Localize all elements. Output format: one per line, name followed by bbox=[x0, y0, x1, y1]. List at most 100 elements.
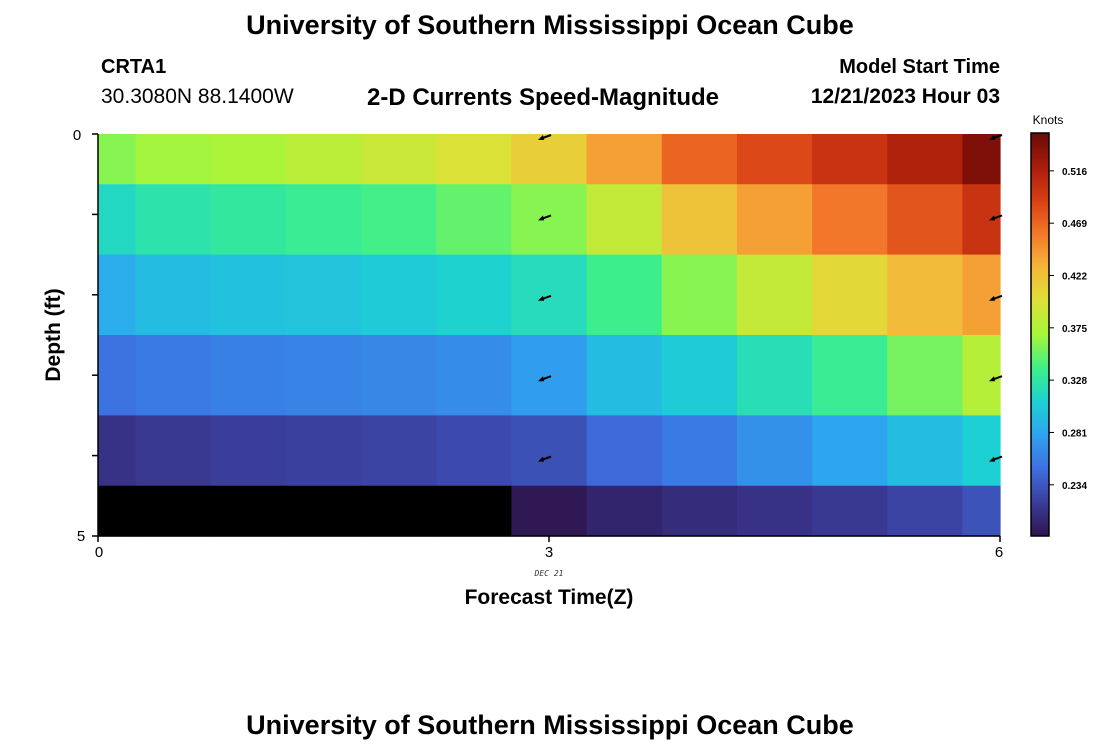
heatmap-cell bbox=[887, 184, 964, 256]
heatmap-cell bbox=[436, 184, 513, 256]
heatmap-cell bbox=[436, 134, 513, 185]
current-vector bbox=[538, 134, 552, 140]
heatmap-cell bbox=[285, 184, 362, 256]
heatmap-cell bbox=[98, 134, 137, 185]
colorbar-tick-label: 0.234 bbox=[1062, 481, 1087, 492]
heatmap-cell bbox=[586, 254, 663, 336]
heatmap-cell bbox=[887, 335, 964, 416]
heatmap-cell bbox=[661, 254, 738, 336]
heatmap-cell bbox=[210, 134, 287, 185]
heatmap-cell bbox=[285, 134, 362, 185]
heatmap-cell bbox=[962, 134, 1001, 185]
heatmap-cell bbox=[511, 134, 588, 185]
heatmap-cell bbox=[98, 335, 137, 416]
heatmap-cell bbox=[285, 485, 362, 537]
heatmap-cell bbox=[436, 254, 513, 336]
heatmap-cell bbox=[812, 134, 888, 185]
current-vector bbox=[538, 214, 552, 221]
heatmap-cell bbox=[361, 335, 437, 416]
main-title: University of Southern Mississippi Ocean… bbox=[246, 10, 854, 40]
model-start-label: Model Start Time bbox=[839, 56, 1000, 78]
current-vector bbox=[989, 294, 1003, 301]
chart-subtitle: 2-D Currents Speed-Magnitude bbox=[367, 84, 720, 111]
current-vector bbox=[989, 134, 1003, 140]
heatmap-cell bbox=[962, 415, 1001, 487]
heatmap-cell bbox=[285, 415, 362, 487]
date-annotation: DEC 21 bbox=[534, 569, 564, 578]
heatmap-cell bbox=[210, 485, 287, 537]
y-axis-label: Depth (ft) bbox=[42, 288, 65, 381]
heatmap-cell bbox=[962, 485, 1001, 537]
heatmap-cell bbox=[736, 134, 813, 185]
heatmap-cell bbox=[511, 415, 588, 487]
heatmap-cell bbox=[736, 254, 813, 336]
heatmap-cell bbox=[98, 184, 137, 256]
heatmap-cell bbox=[586, 134, 663, 185]
heatmap-cell bbox=[887, 254, 964, 336]
station-id: CRTA1 bbox=[101, 56, 167, 78]
heatmap-cell bbox=[361, 415, 437, 487]
heatmap-cell bbox=[511, 485, 588, 537]
heatmap-cell bbox=[661, 485, 738, 537]
heatmap-cell bbox=[586, 184, 663, 256]
heatmap-cell bbox=[436, 415, 513, 487]
current-vector bbox=[989, 455, 1003, 462]
heatmap-cell bbox=[586, 335, 663, 416]
heatmap-cell bbox=[135, 254, 212, 336]
heatmap-cell bbox=[812, 254, 888, 336]
heatmap-cell bbox=[210, 415, 287, 487]
heatmap-cell bbox=[135, 485, 212, 537]
heatmap-cell bbox=[962, 254, 1001, 336]
heatmap-cell bbox=[511, 184, 588, 256]
heatmap-cell bbox=[511, 335, 588, 416]
x-axis-label: Forecast Time(Z) bbox=[465, 586, 634, 609]
heatmap-cell bbox=[661, 134, 738, 185]
heatmap-cell bbox=[135, 184, 212, 256]
current-vector bbox=[538, 294, 552, 301]
heatmap-cell bbox=[210, 335, 287, 416]
heatmap-cell bbox=[586, 415, 663, 487]
x-tick-label: 3 bbox=[545, 544, 553, 561]
colorbar-tick-label: 0.281 bbox=[1062, 428, 1087, 439]
heatmap-cell bbox=[962, 184, 1001, 256]
heatmap-cell bbox=[361, 134, 437, 185]
heatmap-cell bbox=[736, 184, 813, 256]
heatmap-cell bbox=[210, 254, 287, 336]
heatmap-cell bbox=[361, 485, 437, 537]
current-vector bbox=[538, 455, 552, 462]
heatmap-cell bbox=[285, 335, 362, 416]
colorbar-tick-label: 0.328 bbox=[1062, 376, 1087, 387]
heatmap-cell bbox=[135, 415, 212, 487]
x-tick-label: 0 bbox=[95, 544, 103, 561]
heatmap-cell bbox=[135, 335, 212, 416]
heatmap-cell bbox=[361, 184, 437, 256]
colorbar-tick-label: 0.375 bbox=[1062, 324, 1087, 335]
current-vector bbox=[989, 214, 1003, 221]
x-tick-label: 6 bbox=[995, 544, 1003, 561]
heatmap-cell bbox=[812, 335, 888, 416]
heatmap-cell bbox=[736, 485, 813, 537]
heatmap-cell bbox=[361, 254, 437, 336]
footer-title: University of Southern Mississippi Ocean… bbox=[246, 710, 854, 740]
heatmap-cell bbox=[511, 254, 588, 336]
heatmap-cell bbox=[98, 415, 137, 487]
heatmap-cell bbox=[285, 254, 362, 336]
heatmap-cell bbox=[210, 184, 287, 256]
heatmap-cell bbox=[436, 485, 513, 537]
heatmap-cell bbox=[887, 415, 964, 487]
heatmap-cell bbox=[661, 335, 738, 416]
heatmap-cell bbox=[736, 335, 813, 416]
heatmap-cell bbox=[661, 415, 738, 487]
colorbar-tick-label: 0.516 bbox=[1062, 167, 1087, 178]
heatmap-cell bbox=[98, 254, 137, 336]
y-tick-label: 5 bbox=[77, 528, 85, 545]
colorbar-tick-label: 0.422 bbox=[1062, 271, 1087, 282]
heatmap-cell bbox=[436, 335, 513, 416]
colorbar bbox=[1030, 132, 1050, 537]
current-vector bbox=[989, 375, 1003, 382]
heatmap-cell bbox=[887, 485, 964, 537]
colorbar-label: Knots bbox=[1033, 113, 1064, 127]
heatmap-cell bbox=[135, 134, 212, 185]
current-vector bbox=[538, 375, 552, 382]
